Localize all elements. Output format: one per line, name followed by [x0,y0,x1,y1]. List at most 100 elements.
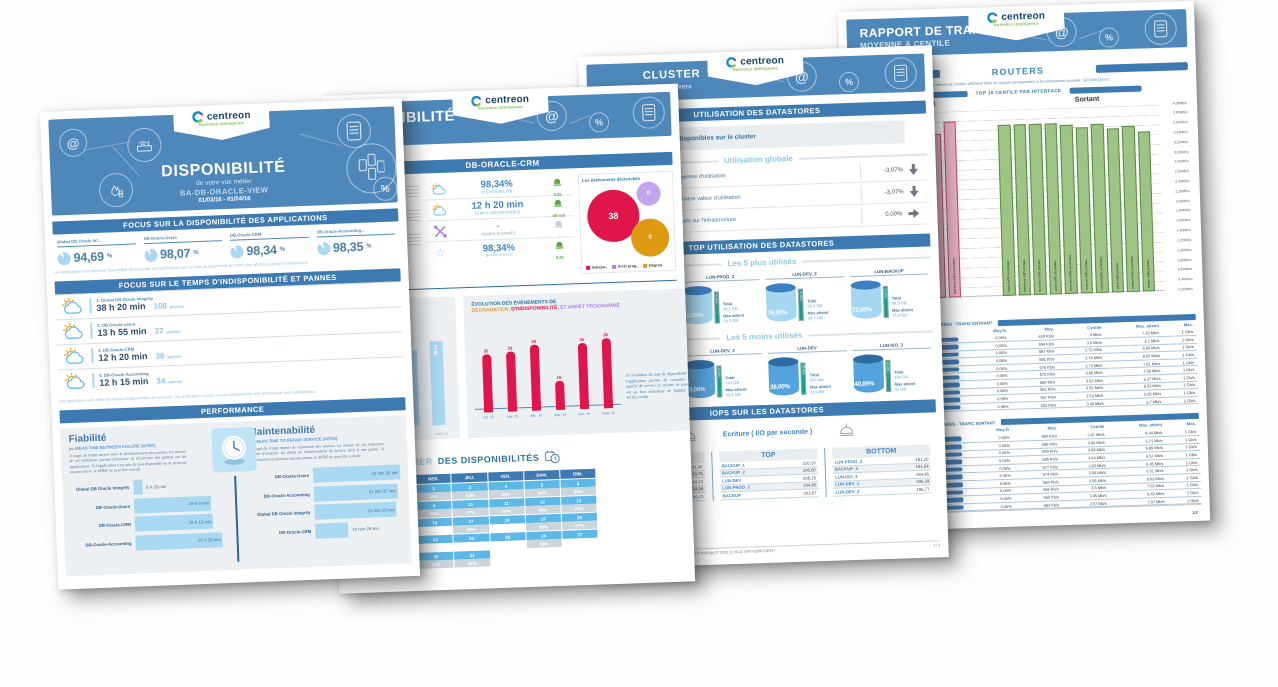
cell-moy-pct: 0,06% [995,335,1007,341]
datastore-name: LUN-ISO_3 [852,341,931,352]
calendar-cell: 27 [562,529,598,547]
mtrs-bars: DB-Oracle-Users 22 min 34 sec DB-Oracle-… [250,464,403,540]
cell-max: 1 Gb/s [1185,436,1197,443]
iops-metric-label: Ecriture ( I/O par seconde ) [722,428,813,439]
event-bar-value: 36 [579,337,585,343]
cell-moy-pct: 0,06% [995,357,1008,364]
cell-moy-pct: 0,06% [996,373,1008,379]
bar-app-name: Global DB Oracle Integrity [75,485,130,493]
y-tick-label: 2,80Mb/s [1174,159,1189,164]
cell-moy: 552 Kb/s [1040,401,1057,408]
kpi-row-temps-arret: - TEMPS D'ARRÊT - [426,216,575,243]
cell-moy: 596 Kb/s [1041,441,1058,447]
y-axis-ticks: 4,00Mb/s 3,80Mb/s 3,60Mb/s 3,40Mb/s 3,20Mb/s… [1172,101,1193,292]
col-centile: Centile [1090,424,1105,430]
cell-max: 1 Gb/s [1185,467,1198,473]
report-page-cluster: CLUSTER ESX-Servers @ % centreon busines… [578,45,949,569]
y-tick-label: 0,80Mb/s [1177,257,1193,262]
datastore-name: LUN-DEV [767,344,847,354]
tools-icon [427,224,453,238]
mtrs-bar-row: DB-Oracle-Users 22 min 34 sec [250,464,401,485]
bar-label: lisbon traffic secondary [1006,260,1012,293]
flame-icon [98,172,134,208]
calendar-day-availability: 97% [561,503,597,513]
cell-centile: 3.45 Mb/s [1089,492,1107,499]
cell-moy-pct: 0,06% [995,342,1007,349]
routers-title: ROUTERS [991,65,1045,78]
legend-swatch [643,264,647,268]
centreon-badge: centreon business intelligence [968,5,1065,42]
cell-moy-pct: 0,06% [999,480,1011,486]
y-tick-label: 1,20Mb/s [1176,237,1192,243]
sortant-bar: bruxelles traffic secondary [1059,124,1078,294]
max-value: 71.9 GB [892,312,908,318]
event-bar-column: 36 déc. 15 [526,318,543,418]
cell-centile: 4 Mb/s [1089,332,1102,338]
datastore-usage-pct: 72,00% [851,306,872,315]
redacted-bar [1069,85,1142,94]
usage-delta: -3,07% [884,188,904,196]
app-availability-unit: % [279,246,286,253]
mtrs-bar-value: 21 min 18 sec [367,506,395,513]
bar-label: bruxelles traffic primary [1037,259,1043,292]
page1-banner: @ % DISPONIBILITÉ de votre vue mé [48,106,398,216]
mtbf-bar-row: Global DB Oracle Integrity 6 h 20 min [70,477,220,498]
cell-moy: 576 Kb/s [1039,364,1055,370]
brand-tagline: business intelligence [733,65,778,72]
downtime-duration: 38 h 20 min [96,301,146,314]
events-legend: Indispo., Arrêt prog., Dégrad. [586,263,672,270]
event-bar-value: 36 [531,338,537,344]
cell-moy-pct: 0,06% [998,435,1010,441]
cell-max-atteint: 6.86 Mb/s [1145,445,1163,451]
performance-divider [234,475,240,562]
weather-icon [55,297,90,316]
cell-moy-pct: 0,06% [999,488,1012,494]
y-tick-label: 3,00Mb/s [1174,149,1189,155]
bell-icon [553,199,562,207]
max-value: 28.7 GB [807,315,823,321]
network-line [299,133,341,146]
cell-moy-pct: 0,06% [996,380,1008,387]
calendar-cell: 25 [489,532,526,549]
datastore-card: LUN-DEV 38,00% 38,00% Total 560 MB Max a… [765,344,851,396]
y-tick-label: 3,80Mb/s [1172,110,1188,115]
datastore-usage-pct: 86,00% [683,312,704,320]
datastore-name: LUN-PROD_2 [680,273,760,283]
mtrs-bar-row: Global DB Oracle Integrity 21 min 18 sec [251,501,401,522]
calendar-day-availability: 95% [453,524,489,534]
y-tick-label: 2,20Mb/s [1175,188,1190,194]
report-page-disponibilite-cover: @ % DISPONIBILITÉ de votre vue mé [40,98,421,590]
y-tick-label: 3,20Mb/s [1173,139,1189,145]
cell-moy: 619 Kb/s [1038,333,1054,340]
mtrs-bar-value: 22 min 34 sec [371,469,399,476]
kpi-row-temps-indisponible: 12 h 20 min TEMPS INDISPONIBLE -48 min [425,195,574,222]
top10-centile-title: TOP 10 CENTILE PAR INTERFACE [975,88,1062,96]
cell-centile: 3.56 Mb/s [1088,470,1106,476]
page4-banner: RAPPORT DE TRAFIC MOYENNE & CENTILE @ % [846,9,1188,58]
cell-centile: 3.56 Mb/s [1085,385,1104,391]
total-value: 99.9 GB [891,300,907,306]
cell-moy-pct: 0,06% [997,395,1009,402]
kpi-zone: 98,34% DISPONIBILITÉ 0,25 12 h 20 min TEMP… [333,170,677,283]
y-tick-label: 1,00Mb/s [1177,247,1192,253]
mtbf-bar-value: 21 h 29 min [198,537,221,544]
y-tick-label: 2,60Mb/s [1174,169,1190,174]
calendar-day-availability: 97% [452,507,489,517]
cell-max: 1 Gb/s [1186,474,1198,481]
event-bar-column: 38 mars 16 [598,315,615,415]
calendar-day-availability [490,540,525,549]
bar-app-name: DB-Oracle-CRM [278,528,312,535]
datastore-cylinder-icon: 75,00% [765,282,797,322]
events-evolution-panel: ÉVOLUTION DES ÉVÉNEMENTS DE DÉGRADATION,… [463,288,696,439]
calendar-day-availability [562,538,597,547]
sortant-bar: bruxelles traffic primary [1028,123,1047,295]
datastore-card: LUN-ISO_3 40,89% 40,89% Total 100 GB Max… [849,341,935,394]
centreon-badge: centreon business intelligence [173,103,270,142]
max-value: 30.9 GB [725,391,741,398]
cell-max-atteint: 6.27 Mb/s [1143,375,1161,382]
most-used-title: Les 5 plus utilisés [727,256,797,269]
y-tick-label: 2,40Mb/s [1175,179,1190,184]
app-availability-card: DB-Oracle-Users 98,07 % [139,233,226,262]
legend-swatch [612,265,616,269]
